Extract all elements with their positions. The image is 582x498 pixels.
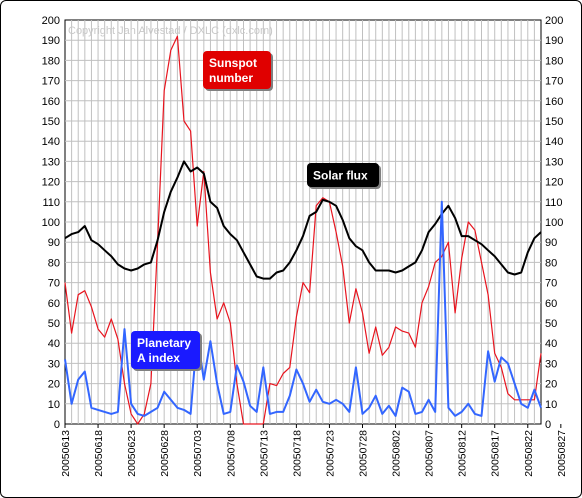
y-tick-label-left: 160	[42, 96, 60, 108]
x-tick-label: 20050812	[457, 430, 469, 477]
y-tick-label-right: 60	[545, 298, 557, 310]
y-tick-label-left: 120	[42, 177, 60, 189]
x-tick-label: 20050708	[225, 430, 237, 477]
x-tick-label: 20050827	[556, 430, 568, 477]
label-text: A index	[137, 351, 180, 365]
y-axis-right: 0 10 20 30 40 50 60 70 80 90 100 110 120 130 140 150 160…	[545, 15, 563, 431]
y-tick-label-right: 10	[545, 399, 557, 411]
y-tick-label-right: 160	[545, 96, 563, 108]
y-tick-label-left: 180	[42, 55, 60, 67]
y-tick-label-left: 0	[54, 419, 60, 431]
y-tick-label-right: 180	[545, 55, 563, 67]
x-tick-label: 20050728	[358, 430, 370, 477]
y-axis-left: 0 10 20 30 40 50 60 70 80 90 100 110 120 130 140 150 160…	[42, 15, 60, 431]
sunspot-number-line	[64, 35, 542, 425]
y-tick-label-right: 80	[545, 257, 557, 269]
solar-flux-line	[64, 160, 542, 280]
y-tick-label-right: 110	[545, 197, 563, 209]
y-tick-label-left: 70	[48, 278, 60, 290]
y-tick-label-left: 200	[42, 15, 60, 27]
label-text: number	[209, 71, 253, 85]
y-tick-label-right: 30	[545, 358, 557, 370]
y-tick-label-right: 190	[545, 35, 563, 47]
series-layer	[64, 35, 542, 425]
x-tick-label: 20050807	[424, 430, 436, 477]
x-axis: 20050613 20050618 20050623 20050628 20050703…	[60, 424, 568, 477]
label-text: Planetary	[137, 336, 191, 350]
label-box	[203, 51, 271, 89]
y-tick-label-left: 40	[48, 338, 60, 350]
x-tick-label: 20050613	[60, 430, 72, 477]
x-tick-label: 20050817	[490, 430, 502, 477]
y-tick-label-right: 130	[545, 156, 563, 168]
y-tick-label-left: 90	[48, 237, 60, 249]
y-tick-label-left: 190	[42, 35, 60, 47]
y-tick-label-left: 50	[48, 318, 60, 330]
x-tick-label: 20050628	[159, 430, 171, 477]
y-tick-label-left: 110	[42, 197, 60, 209]
planetary-a-index-line	[64, 200, 542, 417]
y-tick-label-right: 170	[545, 76, 563, 88]
y-tick-label-right: 40	[545, 338, 557, 350]
x-tick-label: 20050718	[291, 430, 303, 477]
y-tick-label-right: 140	[545, 136, 563, 148]
y-tick-label-left: 30	[48, 358, 60, 370]
x-tick-label: 20050822	[523, 430, 535, 477]
copyright-text: Copyright Jan Alvestad / DXLC (dxlc.com)	[68, 25, 273, 37]
y-tick-label-left: 170	[42, 76, 60, 88]
label-text: Sunspot	[209, 56, 257, 70]
y-tick-label-right: 70	[545, 278, 557, 290]
label-box	[307, 163, 379, 187]
x-tick-label: 20050623	[126, 430, 138, 477]
x-tick-label: 20050713	[258, 430, 270, 477]
y-tick-label-right: 0	[545, 419, 551, 431]
y-tick-label-right: 150	[545, 116, 563, 128]
y-tick-label-right: 100	[545, 217, 563, 229]
y-tick-label-left: 80	[48, 257, 60, 269]
y-tick-label-right: 200	[545, 15, 563, 27]
y-tick-label-left: 10	[48, 399, 60, 411]
y-tick-label-left: 130	[42, 156, 60, 168]
label-box	[131, 331, 200, 369]
solar-flux-label: Solar flux	[307, 163, 381, 189]
y-tick-label-left: 140	[42, 136, 60, 148]
y-tick-label-right: 50	[545, 318, 557, 330]
label-text: Solar flux	[313, 169, 368, 183]
x-tick-label: 20050723	[324, 430, 336, 477]
y-tick-label-left: 60	[48, 298, 60, 310]
y-tick-label-right: 90	[545, 237, 557, 249]
y-tick-label-right: 20	[545, 379, 557, 391]
y-tick-label-left: 20	[48, 379, 60, 391]
y-tick-label-left: 100	[42, 217, 60, 229]
x-tick-label: 20050703	[192, 430, 204, 477]
x-tick-label: 20050618	[93, 430, 105, 477]
y-tick-label-right: 120	[545, 177, 563, 189]
x-tick-label: 20050802	[391, 430, 403, 477]
y-tick-label-left: 150	[42, 116, 60, 128]
